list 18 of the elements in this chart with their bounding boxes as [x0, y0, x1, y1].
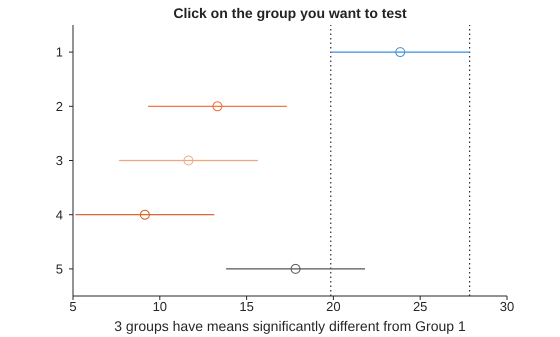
- x-axis-title: 3 groups have means significantly different from Group 1: [113, 318, 467, 334]
- point: [140, 210, 150, 220]
- y-tick-label: 3: [56, 153, 63, 168]
- point: [183, 156, 194, 166]
- y-tick-label: 1: [56, 44, 63, 60]
- y-tick-label: 2: [56, 98, 63, 114]
- point: [290, 264, 301, 274]
- point: [212, 101, 222, 112]
- chart-title: Click on the group you want to test: [172, 5, 408, 21]
- x-tick-label: 20: [326, 299, 341, 314]
- y-tick-label: 4: [56, 207, 63, 222]
- y-tick-label: 5: [56, 262, 63, 277]
- x-tick-label: 30: [500, 299, 514, 314]
- x-tick-label: 15: [239, 299, 254, 314]
- x-tick-label: 5: [69, 299, 77, 314]
- point: [395, 47, 406, 58]
- x-tick-label: 10: [152, 299, 168, 314]
- x-tick-label: 25: [412, 299, 428, 314]
